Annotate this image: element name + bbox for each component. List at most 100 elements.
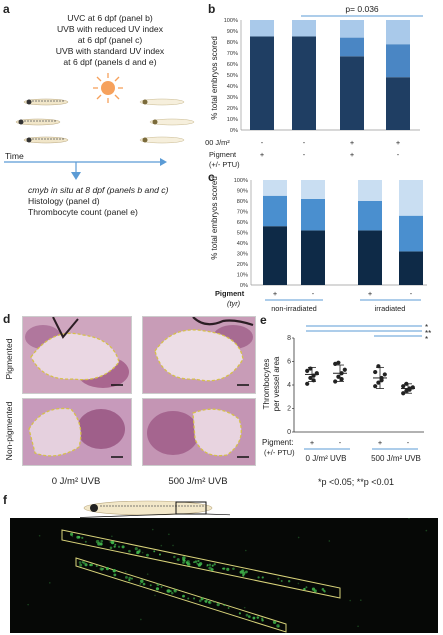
background-dot — [359, 599, 362, 601]
panel-c-group-1: non-irradiated — [271, 304, 317, 313]
panel-e-group-1: 0 J/m² UVB — [306, 454, 347, 463]
thrombocyte-dot — [197, 559, 200, 563]
panel-c-ytick: 70% — [237, 210, 248, 216]
panel-c-bar-segment — [263, 180, 287, 196]
thrombocyte-dot — [213, 563, 216, 566]
panel-b-bar-segment — [340, 56, 364, 130]
panel-c-bar-segment — [399, 215, 423, 252]
thrombocyte-dot — [128, 579, 131, 582]
background-dot — [349, 599, 351, 602]
thrombocyte-dot — [79, 563, 83, 567]
panel-e-chart: Thrombocytes per vessel area * ** * 0 2 4 6… — [262, 323, 431, 463]
panel-b-bar-segment — [386, 44, 410, 78]
thrombocyte-dot — [173, 589, 177, 593]
background-dot — [425, 529, 428, 532]
larvae-icon — [15, 98, 195, 144]
panel-c-label: c — [208, 170, 215, 184]
panel-e-axis: 0 2 4 6 8 — [287, 335, 424, 436]
thrombocyte-dot — [213, 601, 216, 603]
panel-e-label: e — [260, 313, 267, 327]
panel-e-data-point — [333, 379, 338, 384]
thrombocyte-dot — [130, 577, 133, 580]
panel-b-ytick: 90% — [227, 29, 238, 35]
panel-c-ytick: 90% — [237, 189, 248, 195]
panel-e-sig-brackets — [306, 325, 422, 337]
thrombocyte-dot — [128, 549, 131, 553]
panel-a-illustration — [4, 73, 195, 174]
panel-e-ylabel-2: per vessel area — [272, 356, 281, 411]
thrombocyte-dot — [176, 558, 180, 562]
panel-e-data-point — [305, 381, 310, 386]
thrombocyte-dot — [153, 550, 156, 553]
panel-e-data-point — [373, 369, 378, 375]
thrombocyte-dot — [252, 616, 256, 620]
histology-image-pig-0 — [22, 316, 132, 394]
panel-d-row-label-2-wrap: Non-pigmented — [0, 398, 18, 464]
thrombocyte-dot — [84, 563, 88, 567]
thrombocyte-dot — [81, 536, 84, 539]
panel-c-bar-segment — [399, 251, 423, 285]
panel-f-label: f — [3, 493, 7, 507]
panel-e-data-point — [373, 384, 378, 389]
panel-d-col-label-2: 500 J/m² UVB — [168, 476, 228, 487]
outcome-2: Histology (panel d) — [28, 196, 100, 206]
panel-b-bar-segment — [292, 36, 316, 130]
panel-d-row-label-1-wrap: Pigmented — [0, 328, 18, 392]
panel-b-r1-2: - — [303, 138, 306, 147]
panel-c-chart: % total embryos scored 0% 10% 20% 30% 40% 50%… — [210, 176, 427, 313]
thrombocyte-dot — [198, 599, 202, 603]
thrombocyte-dot — [227, 607, 230, 609]
panel-e-data-point — [401, 384, 406, 389]
thrombocyte-dot — [241, 569, 245, 573]
thrombocyte-dot — [311, 587, 316, 591]
thrombocyte-dot — [206, 564, 209, 567]
thrombocyte-dot — [187, 597, 190, 600]
panel-e-ytick: 2 — [287, 406, 291, 413]
thrombocyte-dot — [182, 561, 185, 564]
panel-b-ylabel: % total embryos scored — [210, 36, 219, 120]
panel-b-r2-2: - — [303, 150, 306, 159]
panel-b-bars — [250, 20, 410, 130]
panel-c-ytick: 60% — [237, 220, 248, 226]
background-dot — [172, 544, 174, 547]
panel-b-ytick: 0% — [230, 128, 238, 134]
outcome-3: Thrombocyte count (panel e) — [28, 207, 138, 217]
thrombocyte-dot — [245, 613, 249, 617]
panel-e-pigment-label: Pigment: — [262, 438, 294, 447]
thrombocyte-dot — [247, 615, 251, 618]
panel-b-r2-3: + — [350, 150, 354, 159]
thrombocyte-dot — [193, 597, 196, 600]
thrombocyte-dot — [156, 583, 160, 587]
background-dot — [206, 565, 208, 568]
panel-c-bar-segment — [301, 180, 325, 199]
panel-c-bar-segment — [358, 230, 382, 285]
panel-b-row-label-2: Pigment — [209, 150, 236, 159]
panel-e-sig-1: * — [425, 323, 428, 332]
thrombocyte-dot — [277, 625, 280, 628]
panel-e-pig-4: - — [407, 438, 410, 447]
panel-b-bar-segment — [340, 37, 364, 57]
panel-b-ytick: 30% — [227, 95, 238, 101]
background-dot — [328, 540, 331, 542]
thrombocyte-dot — [245, 570, 248, 574]
panel-a-line-4: UVB with standard UV index — [55, 46, 165, 56]
panel-c-ytick: 80% — [237, 199, 248, 205]
outcome-1: cmyb in situ at 8 dpf (panels b and c) — [28, 185, 169, 195]
panel-b-r1-3: + — [350, 138, 354, 147]
thrombocyte-dot — [155, 587, 160, 591]
panel-e-data-point — [339, 377, 344, 382]
thrombocyte-dot — [280, 580, 283, 583]
background-dot — [154, 594, 156, 597]
thrombocyte-dot — [90, 563, 93, 567]
panel-b-ytick: 20% — [227, 106, 238, 112]
panel-e-data-point — [305, 368, 310, 373]
panel-c-ytick: 30% — [237, 252, 248, 258]
larva-schematic-icon — [80, 500, 230, 518]
thrombocyte-dot — [223, 604, 226, 607]
panel-c-row-label: Pigment — [215, 289, 245, 298]
thrombocyte-dot — [81, 561, 84, 564]
panel-b-bar-segment — [292, 20, 316, 37]
thrombocyte-dot — [77, 535, 81, 539]
panel-c-r-4: - — [410, 289, 413, 298]
panel-d-row-label-2: Non-pigmented — [4, 401, 14, 461]
